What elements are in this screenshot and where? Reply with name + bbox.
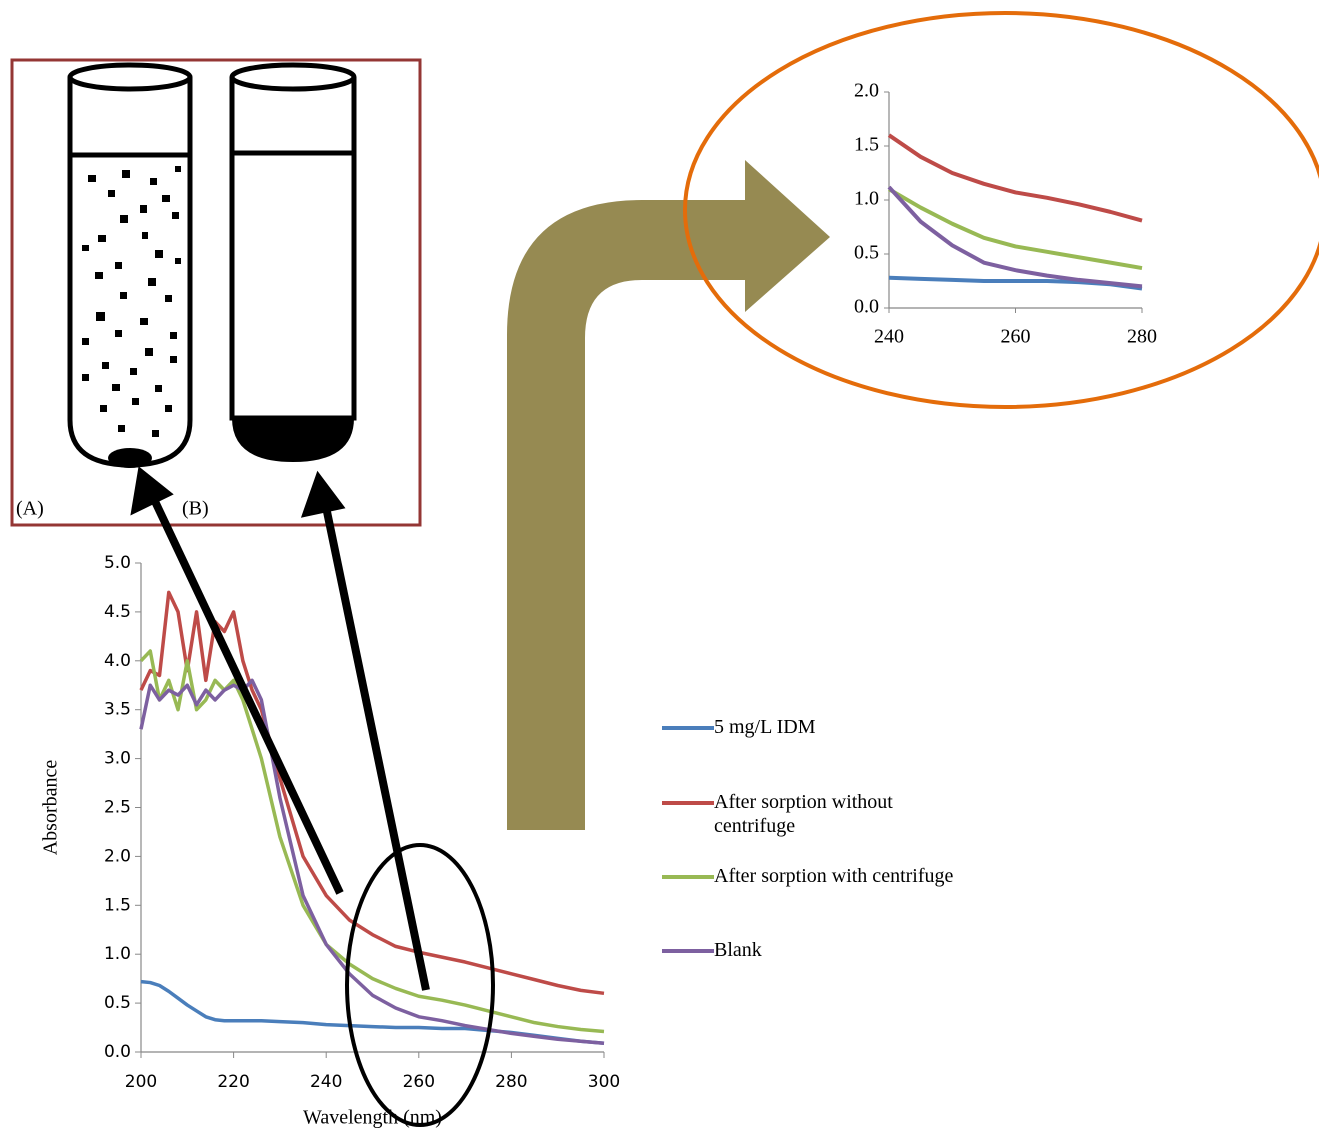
x-tick-label: 280 <box>1127 326 1157 348</box>
x-tick-label: 200 <box>125 1072 157 1092</box>
x-tick-label: 280 <box>495 1072 527 1092</box>
x-tick-label: 260 <box>1001 326 1031 348</box>
series-line <box>889 187 1142 286</box>
figure: (A) (B) 0.0 0.5 1.0 1.5 2.0 2.5 3.0 3.5 4.0 4.5 5.… <box>0 0 1319 1140</box>
legend-swatch <box>662 875 714 879</box>
y-tick-label: 2.5 <box>104 798 131 818</box>
y-tick-label: 1.5 <box>104 895 131 915</box>
y-tick-label: 3.5 <box>104 700 131 720</box>
y-tick-label: 3.0 <box>104 749 131 769</box>
y-tick-label: 0.0 <box>854 296 879 318</box>
x-tick-label: 300 <box>588 1072 620 1092</box>
y-tick-label: 1.0 <box>854 188 879 210</box>
x-tick-label: 260 <box>403 1072 435 1092</box>
y-tick-label: 5.0 <box>104 553 131 573</box>
y-tick-label: 0.5 <box>854 242 879 264</box>
y-tick-label: 1.5 <box>854 134 879 156</box>
tube-label: (B) <box>182 498 209 520</box>
x-tick-label: 240 <box>310 1072 342 1092</box>
x-tick-label: 220 <box>217 1072 249 1092</box>
legend-label: After sorption with centrifuge <box>714 864 959 888</box>
x-tick-label: 240 <box>874 326 904 348</box>
figure-canvas: (A) (B) 0.0 0.5 1.0 1.5 2.0 2.5 3.0 3.5 4.0 4.5 5.… <box>0 0 1319 1140</box>
pointer-arrows <box>133 470 426 990</box>
tube-label: (A) <box>16 498 44 520</box>
y-tick-label: 0.0 <box>104 1042 131 1062</box>
legend-entry: Blank <box>662 938 962 962</box>
y-tick-label: 4.5 <box>104 602 131 622</box>
legend-entry: 5 mg/L IDM <box>662 715 962 739</box>
y-tick-label: 1.0 <box>104 944 131 964</box>
legend-entry: After sorption with centrifuge <box>662 864 962 888</box>
tube-panel <box>12 60 420 525</box>
legend-entry: After sorption without centrifuge <box>662 790 962 838</box>
series-line <box>889 135 1142 220</box>
legend-swatch <box>662 949 714 953</box>
legend-label: 5 mg/L IDM <box>714 715 959 739</box>
y-tick-label: 0.5 <box>104 993 131 1013</box>
y-tick-label: 4.0 <box>104 651 131 671</box>
series-line <box>141 982 604 1044</box>
legend-label: After sorption without centrifuge <box>714 790 959 838</box>
y-axis-title: Absorbance <box>40 760 62 856</box>
legend-swatch <box>662 801 714 805</box>
legend-label: Blank <box>714 938 959 962</box>
y-tick-label: 2.0 <box>104 846 131 866</box>
sediment-a <box>108 448 152 468</box>
y-tick-label: 2.0 <box>854 80 879 102</box>
legend-swatch <box>662 726 714 730</box>
